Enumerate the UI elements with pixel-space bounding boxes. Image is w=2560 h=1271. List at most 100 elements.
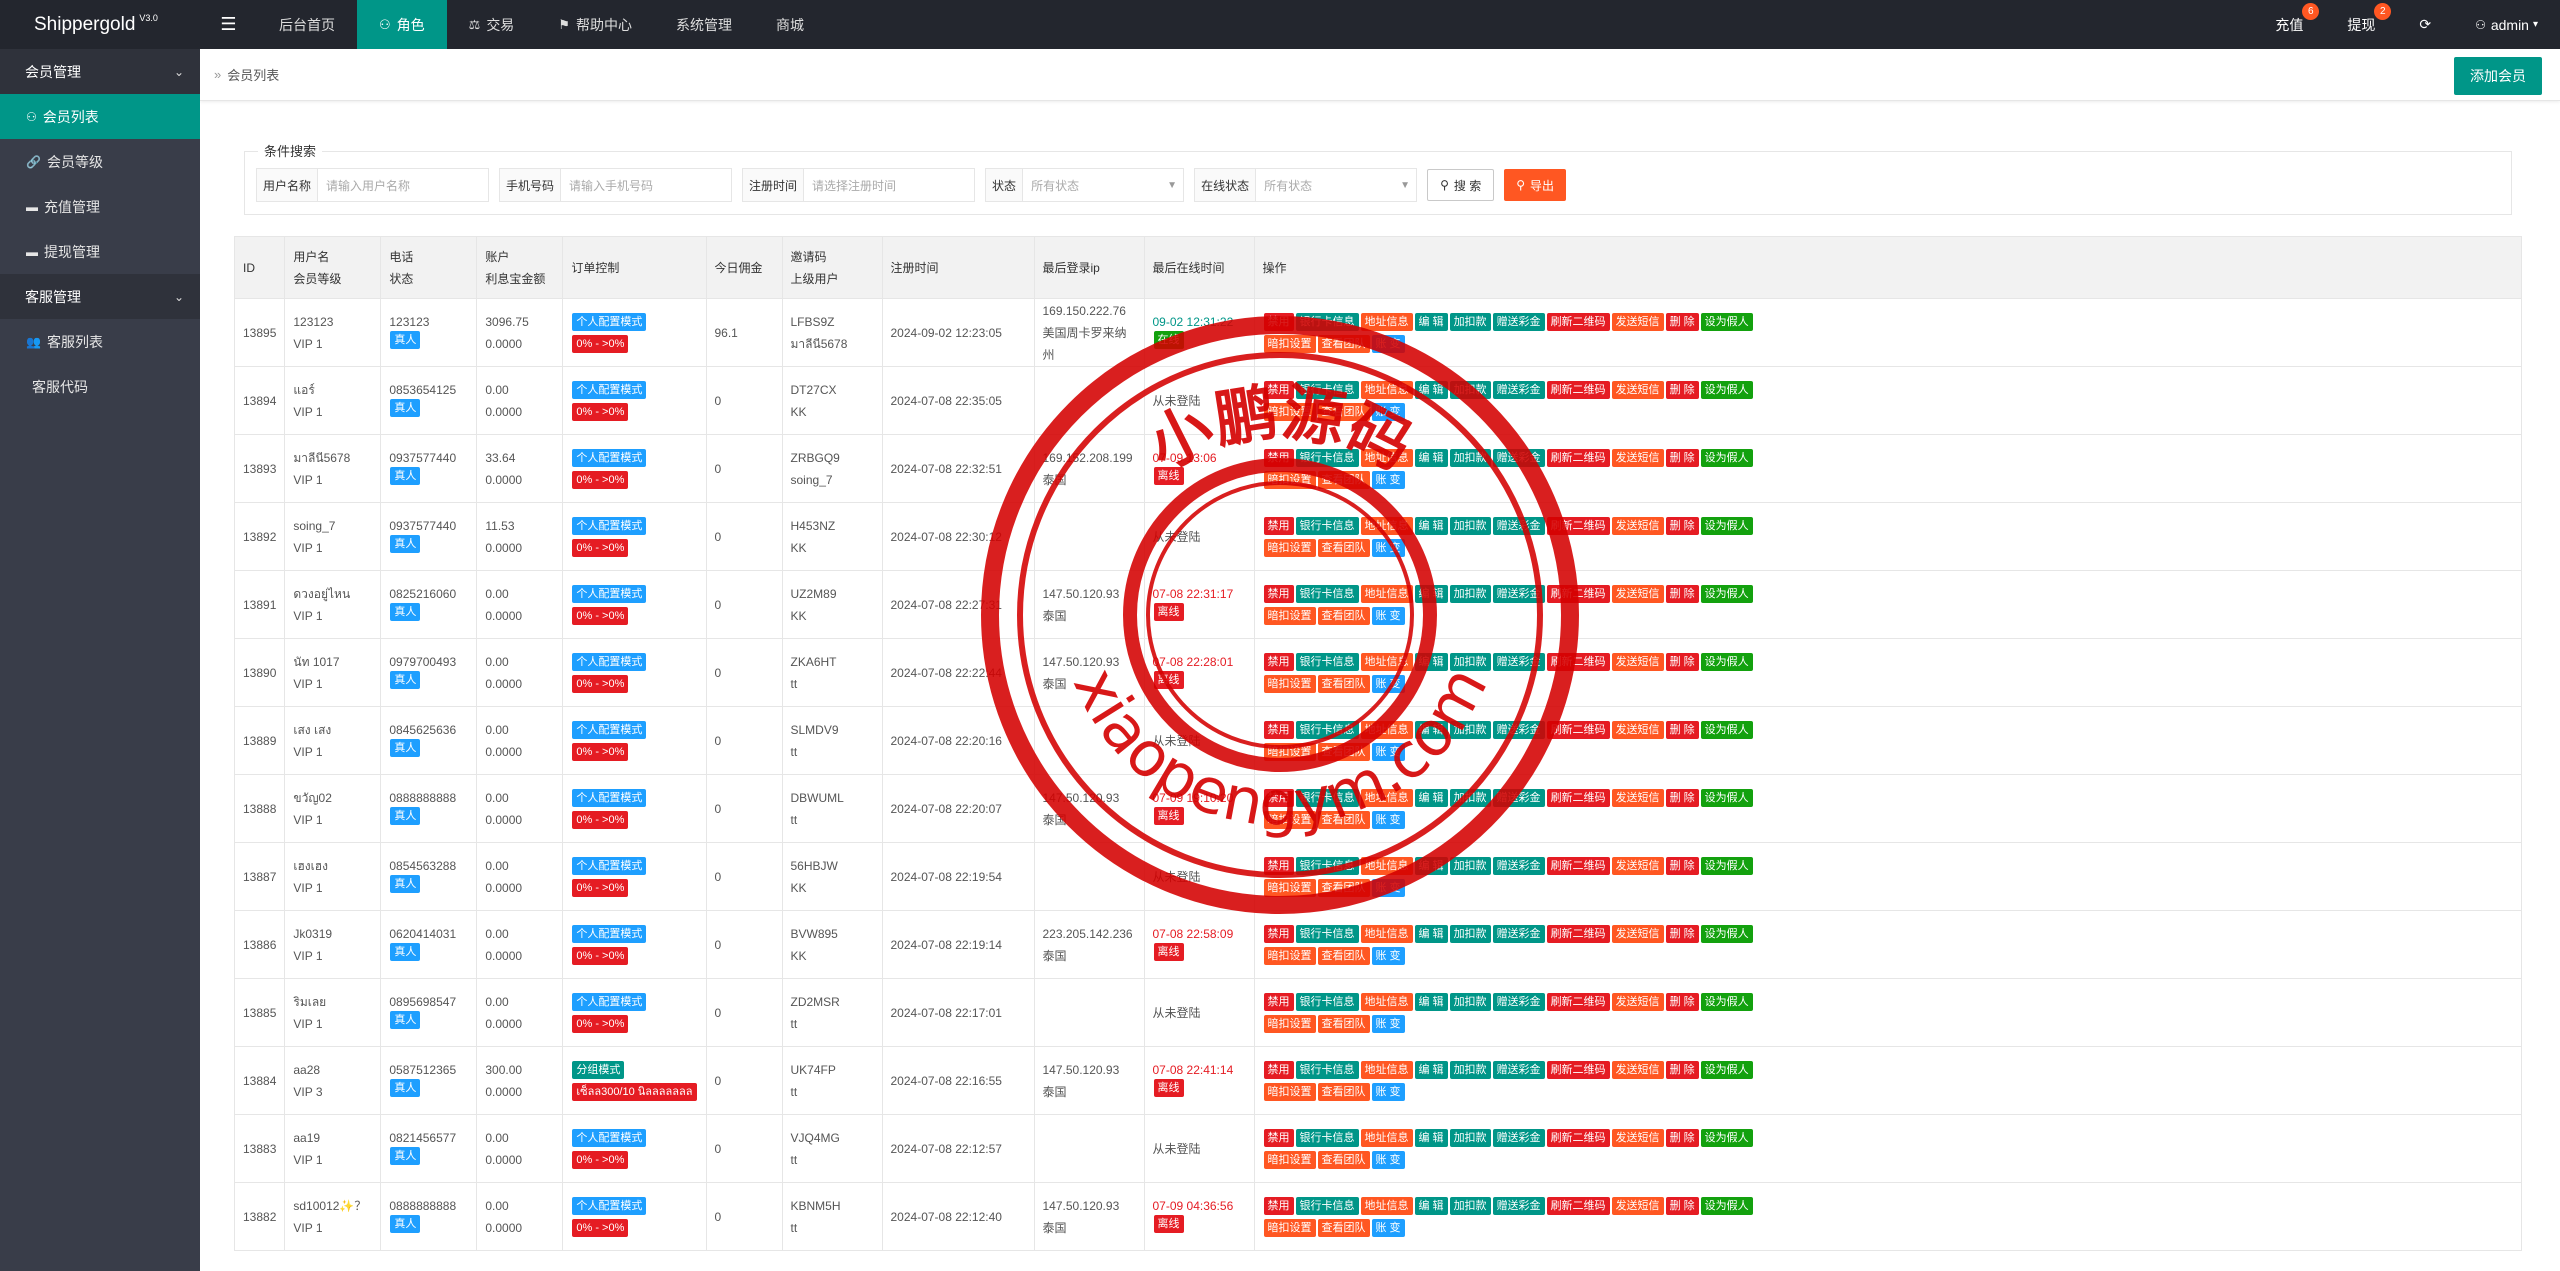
op-button[interactable]: 账 变 [1371,742,1405,761]
op-button[interactable]: 发送短信 [1611,1060,1664,1079]
op-button[interactable]: 暗扣设置 [1263,674,1316,693]
order-mode-button[interactable]: 个人配置模式 [572,924,647,943]
op-button[interactable]: 禁用 [1263,924,1294,943]
op-button[interactable]: 查看团队 [1317,946,1370,965]
op-button[interactable]: 查看团队 [1317,606,1370,625]
app-logo[interactable]: Shippergold V3.0 [0,0,200,49]
op-button[interactable]: 删 除 [1665,720,1699,739]
top-nav-item[interactable]: 后台首页 [257,0,357,49]
op-button[interactable]: 删 除 [1665,1060,1699,1079]
op-button[interactable]: 加扣款 [1449,448,1491,467]
op-button[interactable]: 设为假人 [1700,448,1753,467]
op-button[interactable]: 地址信息 [1360,924,1413,943]
op-button[interactable]: 赠送彩金 [1492,584,1545,603]
op-button[interactable]: 赠送彩金 [1492,788,1545,807]
op-button[interactable]: 编 辑 [1414,1196,1448,1215]
op-button[interactable]: 编 辑 [1414,856,1448,875]
op-button[interactable]: 账 变 [1371,946,1405,965]
op-button[interactable]: 查看团队 [1317,1082,1370,1101]
op-button[interactable]: 地址信息 [1360,1060,1413,1079]
op-button[interactable]: 账 变 [1371,334,1405,353]
op-button[interactable]: 加扣款 [1449,516,1491,535]
online-select[interactable]: 所有状态 ▼ [1256,177,1416,194]
op-button[interactable]: 编 辑 [1414,1128,1448,1147]
op-button[interactable]: 地址信息 [1360,584,1413,603]
op-button[interactable]: 地址信息 [1360,1196,1413,1215]
op-button[interactable]: 暗扣设置 [1263,538,1316,557]
op-button[interactable]: 加扣款 [1449,856,1491,875]
export-button[interactable]: ⚲ 导出 [1504,169,1567,201]
op-button[interactable]: 查看团队 [1317,334,1370,353]
op-button[interactable]: 银行卡信息 [1295,788,1359,807]
op-button[interactable]: 禁用 [1263,720,1294,739]
order-mode-button[interactable]: 个人配置模式 [572,652,647,671]
op-button[interactable]: 禁用 [1263,856,1294,875]
order-mode-button[interactable]: 分组模式 [572,1060,625,1079]
op-button[interactable]: 发送短信 [1611,992,1664,1011]
op-button[interactable]: 银行卡信息 [1295,516,1359,535]
op-button[interactable]: 银行卡信息 [1295,584,1359,603]
order-mode-button[interactable]: 个人配置模式 [572,1196,647,1215]
op-button[interactable]: 银行卡信息 [1295,1128,1359,1147]
op-button[interactable]: 发送短信 [1611,856,1664,875]
op-button[interactable]: 赠送彩金 [1492,856,1545,875]
op-button[interactable]: 编 辑 [1414,312,1448,331]
op-button[interactable]: 设为假人 [1700,992,1753,1011]
op-button[interactable]: 暗扣设置 [1263,946,1316,965]
op-button[interactable]: 查看团队 [1317,878,1370,897]
op-button[interactable]: 账 变 [1371,606,1405,625]
op-button[interactable]: 银行卡信息 [1295,380,1359,399]
op-button[interactable]: 地址信息 [1360,652,1413,671]
op-button[interactable]: 刷新二维码 [1546,856,1610,875]
op-button[interactable]: 刷新二维码 [1546,1128,1610,1147]
op-button[interactable]: 编 辑 [1414,380,1448,399]
op-button[interactable]: 删 除 [1665,1128,1699,1147]
op-button[interactable]: 账 变 [1371,878,1405,897]
op-button[interactable]: 刷新二维码 [1546,652,1610,671]
op-button[interactable]: 加扣款 [1449,1196,1491,1215]
regtime-input[interactable]: 请选择注册时间 [812,178,897,193]
username-input[interactable]: 请输入用户名称 [326,178,411,193]
op-button[interactable]: 账 变 [1371,1014,1405,1033]
op-button[interactable]: 删 除 [1665,380,1699,399]
op-button[interactable]: 地址信息 [1360,788,1413,807]
withdraw-button[interactable]: 提现 2 [2325,0,2397,49]
op-button[interactable]: 刷新二维码 [1546,448,1610,467]
op-button[interactable]: 赠送彩金 [1492,380,1545,399]
op-button[interactable]: 发送短信 [1611,1128,1664,1147]
op-button[interactable]: 删 除 [1665,924,1699,943]
op-button[interactable]: 编 辑 [1414,584,1448,603]
op-button[interactable]: 设为假人 [1700,856,1753,875]
op-button[interactable]: 禁用 [1263,1196,1294,1215]
op-button[interactable]: 删 除 [1665,856,1699,875]
op-button[interactable]: 赠送彩金 [1492,652,1545,671]
sidebar-group[interactable]: 客服管理 ⌄ [0,274,200,319]
op-button[interactable]: 账 变 [1371,674,1405,693]
top-nav-item[interactable]: 商城 [754,0,826,49]
op-button[interactable]: 禁用 [1263,584,1294,603]
op-button[interactable]: 账 变 [1371,1082,1405,1101]
op-button[interactable]: 发送短信 [1611,448,1664,467]
op-button[interactable]: 加扣款 [1449,924,1491,943]
op-button[interactable]: 查看团队 [1317,470,1370,489]
op-button[interactable]: 加扣款 [1449,380,1491,399]
sidebar-item[interactable]: 🔗 会员等级 [0,139,200,184]
op-button[interactable]: 刷新二维码 [1546,992,1610,1011]
op-button[interactable]: 地址信息 [1360,448,1413,467]
sidebar-item[interactable]: ▬ 充值管理 [0,184,200,229]
op-button[interactable]: 刷新二维码 [1546,380,1610,399]
sidebar-item[interactable]: ⚇ 会员列表 [0,94,200,139]
order-mode-button[interactable]: 个人配置模式 [572,448,647,467]
top-nav-item[interactable]: 系统管理 [654,0,754,49]
op-button[interactable]: 编 辑 [1414,516,1448,535]
op-button[interactable]: 刷新二维码 [1546,516,1610,535]
order-mode-button[interactable]: 个人配置模式 [572,312,647,331]
op-button[interactable]: 账 变 [1371,1150,1405,1169]
order-mode-button[interactable]: 个人配置模式 [572,856,647,875]
op-button[interactable]: 编 辑 [1414,720,1448,739]
op-button[interactable]: 赠送彩金 [1492,516,1545,535]
status-select[interactable]: 所有状态 ▼ [1023,177,1183,194]
op-button[interactable]: 删 除 [1665,584,1699,603]
op-button[interactable]: 银行卡信息 [1295,1060,1359,1079]
op-button[interactable]: 赠送彩金 [1492,924,1545,943]
